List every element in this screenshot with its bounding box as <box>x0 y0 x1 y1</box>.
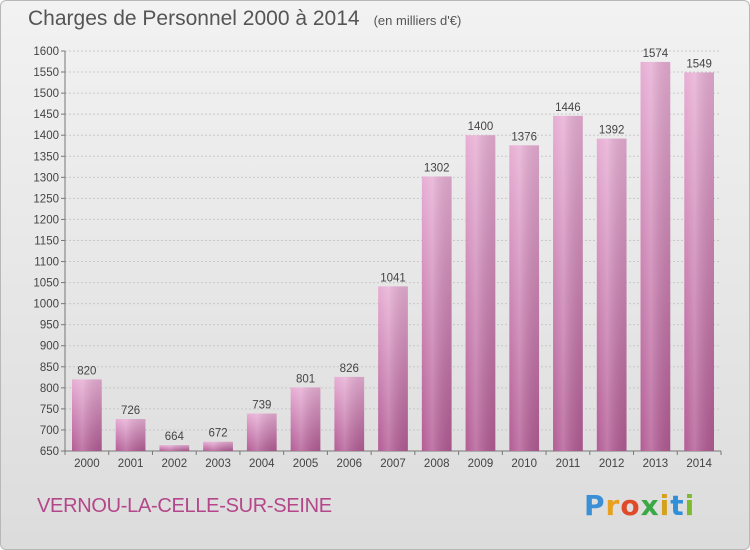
y-tick-label: 650 <box>40 446 59 458</box>
bar-shine-2006 <box>334 376 365 451</box>
x-tick-label-2002: 2002 <box>162 458 188 470</box>
bar-shine-2003 <box>203 441 233 451</box>
data-label-2006: 826 <box>340 363 359 375</box>
data-label-2011: 1446 <box>555 102 581 114</box>
y-tick-label: 1050 <box>33 278 59 290</box>
y-tick-label: 700 <box>40 425 59 437</box>
x-tick-label-2003: 2003 <box>205 458 231 470</box>
x-tick-label-2011: 2011 <box>556 458 581 470</box>
data-labels: 820 726 664 672 739 801 826 1041 1302 1400 1376 144… <box>77 48 712 443</box>
x-tick-label-2000: 2000 <box>74 458 100 470</box>
bar-shine-2013 <box>640 61 671 452</box>
y-tick-label: 1550 <box>33 67 59 79</box>
bar-shine-2000 <box>71 379 102 451</box>
x-tick-label-2005: 2005 <box>293 458 319 470</box>
bars <box>71 61 715 452</box>
logo-letter: P <box>584 489 606 522</box>
bar-shine-2005 <box>290 387 321 451</box>
y-tick-label: 750 <box>40 404 59 416</box>
data-label-2000: 820 <box>77 365 96 377</box>
x-tick-label-2004: 2004 <box>249 458 275 470</box>
x-tick-label-2001: 2001 <box>118 458 144 470</box>
bar-shine-2004 <box>246 413 277 451</box>
bar-shine-2008 <box>421 176 452 451</box>
x-tick-label-2010: 2010 <box>511 458 537 470</box>
data-label-2004: 739 <box>252 400 271 412</box>
y-tick-label: 950 <box>40 320 59 332</box>
y-tick-label: 1100 <box>34 257 59 269</box>
bar-shine-2001 <box>115 419 146 451</box>
bar-shine-2007 <box>378 286 408 451</box>
y-tick-label: 1150 <box>34 235 59 247</box>
logo-letter: o <box>620 489 641 522</box>
data-label-2014: 1549 <box>686 58 712 70</box>
x-tick-label-2007: 2007 <box>380 458 406 470</box>
y-tick-label: 900 <box>40 341 59 353</box>
logo-letter: i <box>684 489 696 522</box>
data-label-2003: 672 <box>208 428 227 440</box>
bar-shine-2011 <box>553 115 583 451</box>
data-label-2008: 1302 <box>424 162 450 174</box>
data-label-2012: 1392 <box>599 125 625 137</box>
y-tick-label: 1600 <box>33 46 59 58</box>
data-label-2007: 1041 <box>380 272 406 284</box>
logo-letter: i <box>659 489 671 522</box>
logo-letter: r <box>605 489 621 522</box>
chart-unit: (en milliers d'€) <box>373 13 462 28</box>
bar-shine-2010 <box>509 145 540 451</box>
bar-shine-2014 <box>684 72 715 451</box>
data-label-2010: 1376 <box>511 131 537 143</box>
x-tick-label-2012: 2012 <box>599 458 625 470</box>
x-tick-label-2013: 2013 <box>643 458 669 470</box>
x-tick-label-2014: 2014 <box>686 458 712 470</box>
y-tick-label: 1250 <box>33 193 59 205</box>
y-tick-label: 1500 <box>33 88 59 100</box>
y-tick-label: 1300 <box>33 172 59 184</box>
x-tick-label-2009: 2009 <box>468 458 494 470</box>
data-label-2013: 1574 <box>643 48 669 60</box>
x-tick-label-2006: 2006 <box>336 458 362 470</box>
y-tick-label: 800 <box>40 383 59 395</box>
y-tick-label: 850 <box>40 362 59 374</box>
commune-name: VERNOU-LA-CELLE-SUR-SEINE <box>37 495 332 517</box>
axes: 650 700 750 800 850 900 950 1000 1050 1100 1150 120… <box>33 46 722 470</box>
y-tick-label: 1400 <box>33 130 59 142</box>
logo-letter: t <box>670 489 685 522</box>
data-label-2001: 726 <box>121 405 140 417</box>
y-tick-label: 1450 <box>33 109 59 121</box>
data-label-2002: 664 <box>165 431 185 443</box>
data-label-2005: 801 <box>296 373 315 385</box>
x-tick-label-2008: 2008 <box>424 458 450 470</box>
logo-letter: x <box>640 489 660 522</box>
y-tick-label: 1350 <box>33 151 59 163</box>
proxiti-logo: Proxiti <box>584 489 695 522</box>
bar-shine-2002 <box>159 445 190 451</box>
y-tick-label: 1200 <box>33 214 59 226</box>
chart-title-text: Charges de Personnel 2000 à 2014 <box>28 7 360 30</box>
bar-shine-2009 <box>465 135 496 452</box>
y-tick-label: 1000 <box>33 299 59 311</box>
bar-shine-2012 <box>596 138 627 451</box>
data-label-2009: 1400 <box>468 121 494 133</box>
chart-title: Charges de Personnel 2000 à 2014 (en mill… <box>28 7 461 31</box>
